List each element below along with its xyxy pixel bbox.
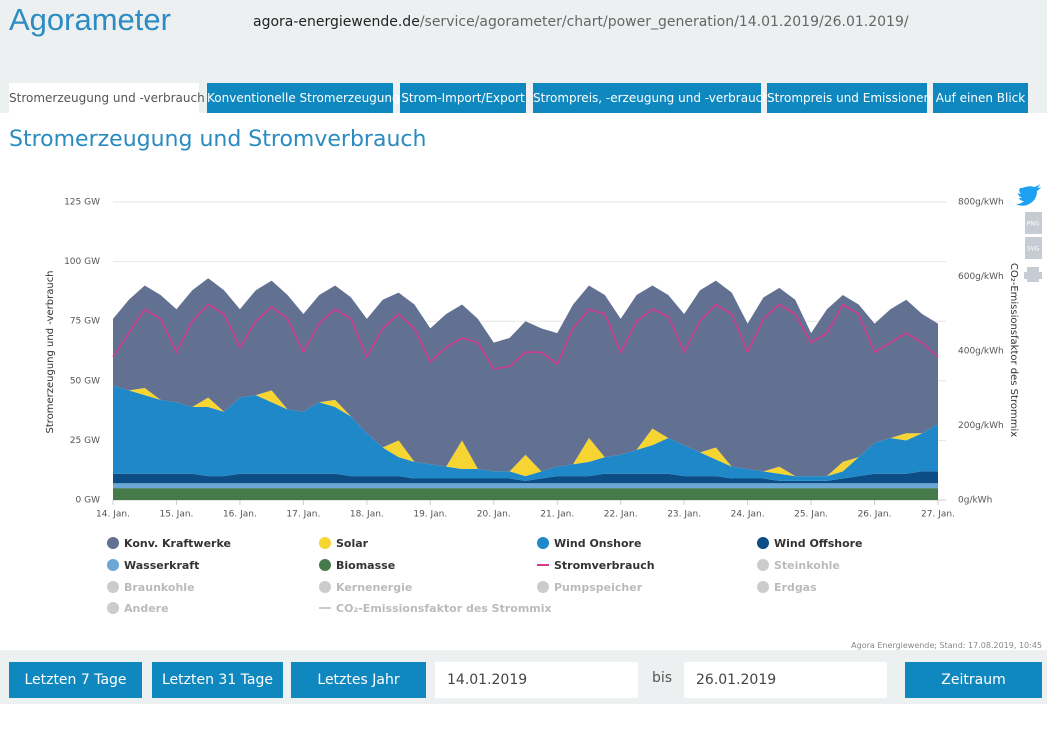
to-input[interactable]: 26.01.2019 xyxy=(684,662,887,698)
y-tick-label: 125 GW xyxy=(64,198,100,208)
legend-label: Erdgas xyxy=(774,581,817,594)
y-tick-label: 50 GW xyxy=(70,376,100,386)
x-tick-label: 23. Jan. xyxy=(667,510,701,520)
line xyxy=(112,303,939,370)
x-tick-label: 16. Jan. xyxy=(223,510,257,520)
from-input[interactable]: 14.01.2019 xyxy=(435,662,638,698)
area xyxy=(113,483,938,489)
range-button[interactable]: Letzten 31 Tage xyxy=(152,662,283,698)
y-tick-label: 75 GW xyxy=(70,317,100,327)
tab[interactable]: Auf einen Blick xyxy=(933,83,1028,113)
area xyxy=(113,488,938,500)
legend-label: CO₂-Emissionsfaktor des Strommix xyxy=(336,602,552,615)
chart-title: Stromerzeugung und Stromverbrauch xyxy=(9,127,427,152)
legend-label: Solar xyxy=(336,537,369,550)
area xyxy=(113,471,938,484)
x-tick-label: 24. Jan. xyxy=(731,510,765,520)
legend-marker xyxy=(319,537,331,549)
x-tick-label: 21. Jan. xyxy=(540,510,574,520)
page: Agorameter agora-energiewende.de/service… xyxy=(0,0,1047,704)
y2-tick-label: 0g/kWh xyxy=(958,496,992,506)
source-note: Agora Energiewende; Stand: 17.08.2019, 1… xyxy=(851,641,1042,650)
legend-label: Andere xyxy=(124,602,169,615)
legend-label: Wind Offshore xyxy=(774,537,863,550)
legend-marker xyxy=(107,581,119,593)
legend-marker xyxy=(537,537,549,549)
to-label: bis xyxy=(652,670,673,686)
legend-label: Stromverbrauch xyxy=(554,559,655,572)
print-icon[interactable] xyxy=(1024,267,1042,282)
legend-label: Konv. Kraftwerke xyxy=(124,537,231,550)
x-tick-label: 26. Jan. xyxy=(858,510,892,520)
range-button[interactable]: Letztes Jahr xyxy=(291,662,426,698)
url-domain: agora-energiewende.de xyxy=(253,14,420,30)
legend-label: Wasserkraft xyxy=(124,559,199,572)
legend-label: Pumpspeicher xyxy=(554,581,643,594)
x-tick-label: 25. Jan. xyxy=(794,510,828,520)
x-tick-label: 22. Jan. xyxy=(604,510,638,520)
url-path: /service/agorameter/chart/power_generati… xyxy=(419,14,909,30)
submit-button[interactable]: Zeitraum darstellen xyxy=(905,662,1042,724)
twitter-icon[interactable] xyxy=(1016,184,1041,206)
legend-label: Kernenergie xyxy=(336,581,412,594)
area xyxy=(113,278,938,477)
y2-tick-label: 200g/kWh xyxy=(958,421,1004,431)
legend-label: Braunkohle xyxy=(124,581,195,594)
y-axis-label: Stromerzeugung und -verbrauch xyxy=(45,270,56,433)
legend-label: Biomasse xyxy=(336,559,395,572)
tab[interactable]: Stromerzeugung und -verbrauch xyxy=(9,83,205,113)
x-tick-label: 27. Jan. xyxy=(921,510,955,520)
site-title: Agorameter xyxy=(9,2,171,37)
x-tick-label: 17. Jan. xyxy=(286,510,320,520)
y2-tick-label: 600g/kWh xyxy=(958,272,1004,282)
y-tick-label: 100 GW xyxy=(64,257,100,267)
y-tick-label: 25 GW xyxy=(70,436,100,446)
tab[interactable]: Strom-Import/Export xyxy=(400,83,526,113)
legend-marker xyxy=(319,581,331,593)
legend-marker xyxy=(107,602,119,614)
legend-marker xyxy=(757,537,769,549)
x-tick-label: 19. Jan. xyxy=(413,510,447,520)
legend-marker xyxy=(537,581,549,593)
y2-axis-label: CO₂-Emissionsfaktor des Strommix xyxy=(1008,263,1019,437)
area xyxy=(113,385,938,481)
x-tick-label: 18. Jan. xyxy=(350,510,384,520)
x-tick-label: 15. Jan. xyxy=(160,510,194,520)
png-label: PNG xyxy=(1027,221,1040,228)
tab[interactable]: Strompreis und Emissionen xyxy=(767,83,931,113)
legend-marker xyxy=(757,559,769,571)
x-tick-label: 20. Jan. xyxy=(477,510,511,520)
legend-label: Wind Onshore xyxy=(554,537,641,550)
tab[interactable]: Konventionelle Stromerzeugung xyxy=(207,83,400,113)
tab[interactable]: Strompreis, -erzeugung und -verbrauch xyxy=(533,83,770,113)
svg-label: SVG xyxy=(1027,246,1040,253)
legend-marker xyxy=(107,559,119,571)
legend-marker xyxy=(319,559,331,571)
range-button[interactable]: Letzten 7 Tage xyxy=(9,662,142,698)
url: agora-energiewende.de/service/agorameter… xyxy=(253,14,909,30)
svg-icon[interactable] xyxy=(1025,237,1042,259)
area xyxy=(113,385,938,477)
y2-tick-label: 400g/kWh xyxy=(958,347,1004,357)
y2-tick-label: 800g/kWh xyxy=(958,198,1004,208)
x-tick-label: 14. Jan. xyxy=(96,510,130,520)
legend-marker xyxy=(757,581,769,593)
png-icon[interactable] xyxy=(1025,212,1042,234)
legend-label: Steinkohle xyxy=(774,559,840,572)
y-tick-label: 0 GW xyxy=(76,496,101,506)
chart: PNG SVG Stromerzeugung und -verbrauch CO… xyxy=(45,184,1042,615)
legend-marker xyxy=(107,537,119,549)
